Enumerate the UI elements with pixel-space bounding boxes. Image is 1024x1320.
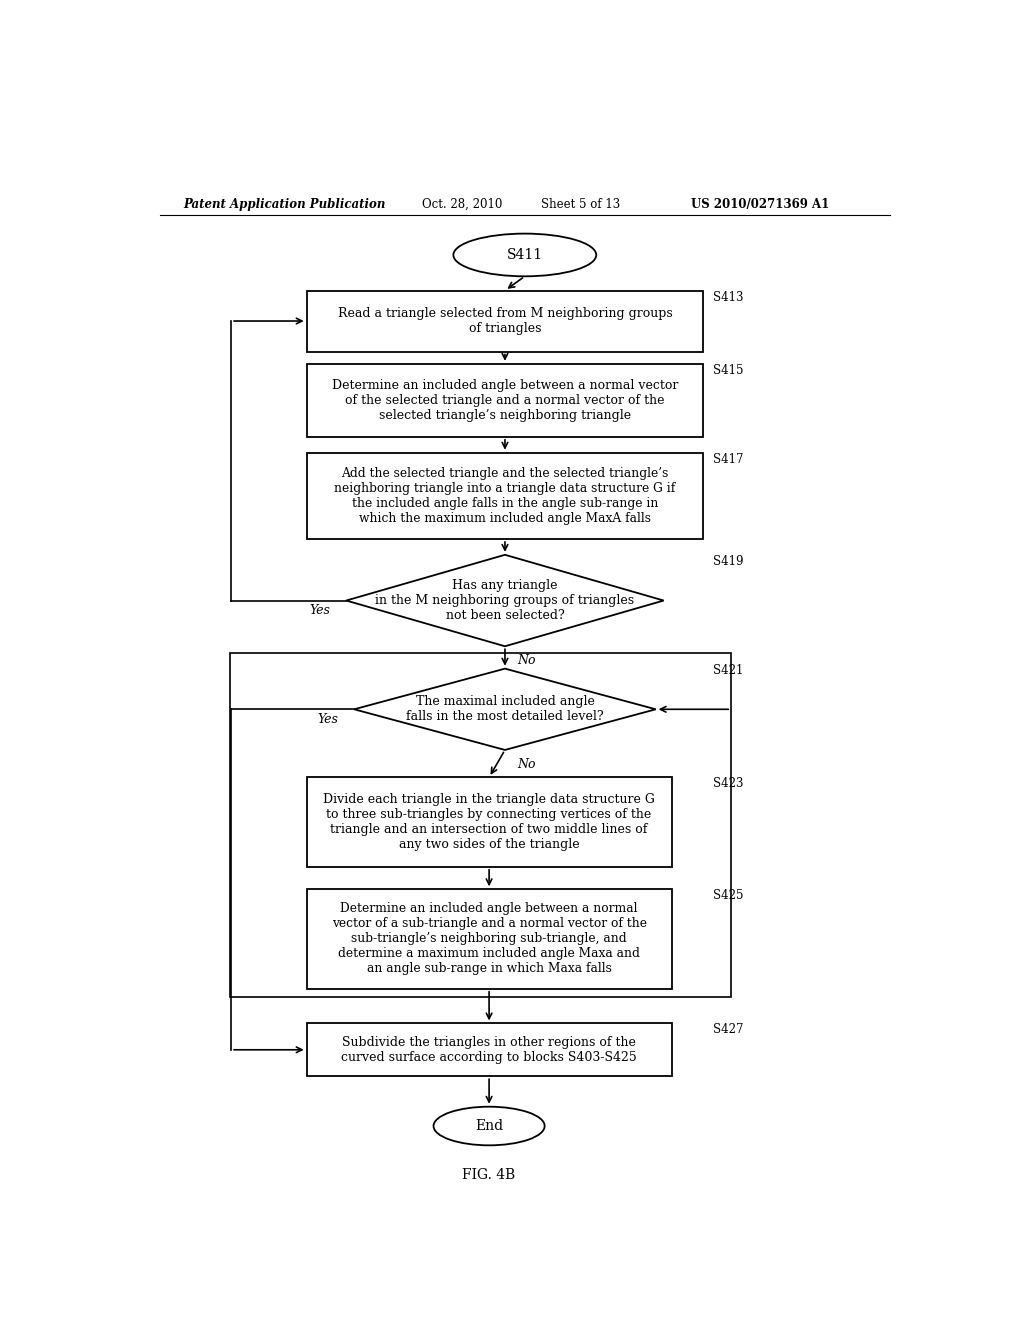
Bar xyxy=(229,653,731,997)
Text: S417: S417 xyxy=(713,453,743,466)
Text: Yes: Yes xyxy=(309,605,331,618)
Text: S427: S427 xyxy=(713,1023,743,1036)
Text: US 2010/0271369 A1: US 2010/0271369 A1 xyxy=(691,198,829,211)
Text: Has any triangle
in the M neighboring groups of triangles
not been selected?: Has any triangle in the M neighboring gr… xyxy=(376,579,635,622)
Text: Subdivide the triangles in other regions of the
curved surface according to bloc: Subdivide the triangles in other regions… xyxy=(341,1036,637,1064)
Text: Sheet 5 of 13: Sheet 5 of 13 xyxy=(541,198,620,211)
Bar xyxy=(306,777,672,867)
Text: S421: S421 xyxy=(713,664,743,677)
Text: End: End xyxy=(475,1119,503,1133)
Text: Add the selected triangle and the selected triangle’s
neighboring triangle into : Add the selected triangle and the select… xyxy=(334,467,676,525)
Text: S423: S423 xyxy=(713,777,743,791)
Text: FIG. 4B: FIG. 4B xyxy=(463,1168,516,1181)
Bar xyxy=(306,1023,672,1076)
Text: Divide each triangle in the triangle data structure G
to three sub-triangles by : Divide each triangle in the triangle dat… xyxy=(324,793,655,851)
Text: Determine an included angle between a normal
vector of a sub-triangle and a norm: Determine an included angle between a no… xyxy=(332,903,646,975)
Text: The maximal included angle
falls in the most detailed level?: The maximal included angle falls in the … xyxy=(407,696,604,723)
Text: S415: S415 xyxy=(713,364,743,376)
Text: No: No xyxy=(517,655,536,668)
Bar xyxy=(306,364,703,437)
Bar xyxy=(306,453,703,539)
Polygon shape xyxy=(354,669,655,750)
Bar xyxy=(306,890,672,989)
Polygon shape xyxy=(346,554,664,647)
Text: Oct. 28, 2010: Oct. 28, 2010 xyxy=(422,198,502,211)
Text: Read a triangle selected from M neighboring groups
of triangles: Read a triangle selected from M neighbor… xyxy=(338,308,673,335)
Ellipse shape xyxy=(433,1106,545,1146)
Text: S419: S419 xyxy=(713,554,743,568)
Bar xyxy=(306,290,703,351)
Text: Patent Application Publication: Patent Application Publication xyxy=(183,198,386,211)
Text: S413: S413 xyxy=(713,290,743,304)
Text: Yes: Yes xyxy=(317,713,338,726)
Text: S425: S425 xyxy=(713,890,743,902)
Text: S411: S411 xyxy=(507,248,543,261)
Ellipse shape xyxy=(454,234,596,276)
Text: No: No xyxy=(517,758,536,771)
Text: Determine an included angle between a normal vector
of the selected triangle and: Determine an included angle between a no… xyxy=(332,379,678,422)
